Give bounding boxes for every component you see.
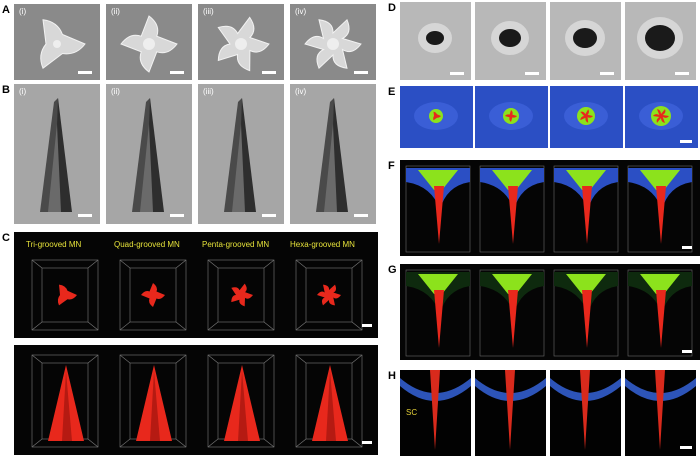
subpanel-label: (iv) xyxy=(295,7,307,16)
sc-label: SC xyxy=(406,408,418,417)
sem-side-view: (iii) xyxy=(198,84,284,224)
scale-bar xyxy=(682,246,692,249)
scale-bar xyxy=(362,441,372,444)
panel-label-b: B xyxy=(2,84,10,96)
scale-bar xyxy=(262,71,276,74)
skin-surface-render xyxy=(475,86,548,148)
panel-label-a: A xyxy=(2,4,10,16)
scale-bar xyxy=(170,214,184,217)
scale-bar xyxy=(78,214,92,217)
scale-bar xyxy=(525,72,539,75)
sem-top-view: (ii) xyxy=(106,4,192,80)
skin-puncture-image xyxy=(550,2,621,80)
skin-cross-section xyxy=(475,370,546,456)
scale-bar xyxy=(362,324,372,327)
panel-label-c: C xyxy=(2,232,10,244)
sem-top-view: (iv) xyxy=(290,4,376,80)
scale-bar xyxy=(680,140,692,143)
groove-caption: Quad-grooved MN xyxy=(114,240,180,249)
panel-label-f: F xyxy=(388,160,395,172)
panel-label-e: E xyxy=(388,86,396,98)
sem-side-view: (iv) xyxy=(290,84,376,224)
sem-top-view: (i) xyxy=(14,4,100,80)
skin-puncture-image xyxy=(400,2,471,80)
sem-side-view: (ii) xyxy=(106,84,192,224)
scale-bar xyxy=(354,214,368,217)
scale-bar xyxy=(680,446,692,449)
groove-caption: Hexa-grooved MN xyxy=(290,240,355,249)
groove-caption: Penta-grooved MN xyxy=(202,240,270,249)
subpanel-label: (ii) xyxy=(111,7,120,16)
skin-cross-section xyxy=(625,370,696,456)
skin-surface-render xyxy=(550,86,623,148)
groove-caption: Tri-grooved MN xyxy=(26,240,82,249)
scale-bar xyxy=(170,71,184,74)
skin-surface-render xyxy=(625,86,698,148)
skin-surface-render xyxy=(400,86,473,148)
sem-side-view: (i) xyxy=(14,84,100,224)
panel-g xyxy=(400,264,700,360)
panel-label-h: H xyxy=(388,370,396,382)
scale-bar xyxy=(600,72,614,75)
scale-bar xyxy=(262,214,276,217)
panel-c-top: Tri-grooved MN Quad-grooved MN Penta-groov… xyxy=(14,232,378,338)
skin-cross-section xyxy=(400,370,471,456)
scale-bar xyxy=(78,71,92,74)
subpanel-label: (i) xyxy=(19,87,27,96)
skin-puncture-image xyxy=(625,2,696,80)
panel-c-bottom xyxy=(14,345,378,455)
skin-puncture-image xyxy=(475,2,546,80)
skin-cross-section xyxy=(550,370,621,456)
subpanel-label: (iv) xyxy=(295,87,307,96)
scale-bar xyxy=(675,72,689,75)
scale-bar xyxy=(682,350,692,353)
sem-top-view: (iii) xyxy=(198,4,284,80)
subpanel-label: (iii) xyxy=(203,7,214,16)
subpanel-label: (ii) xyxy=(111,87,120,96)
subpanel-label: (i) xyxy=(19,7,27,16)
scale-bar xyxy=(354,71,368,74)
scale-bar xyxy=(450,72,464,75)
panel-label-g: G xyxy=(388,264,397,276)
subpanel-label: (iii) xyxy=(203,87,214,96)
panel-f xyxy=(400,160,700,256)
panel-label-d: D xyxy=(388,2,396,14)
